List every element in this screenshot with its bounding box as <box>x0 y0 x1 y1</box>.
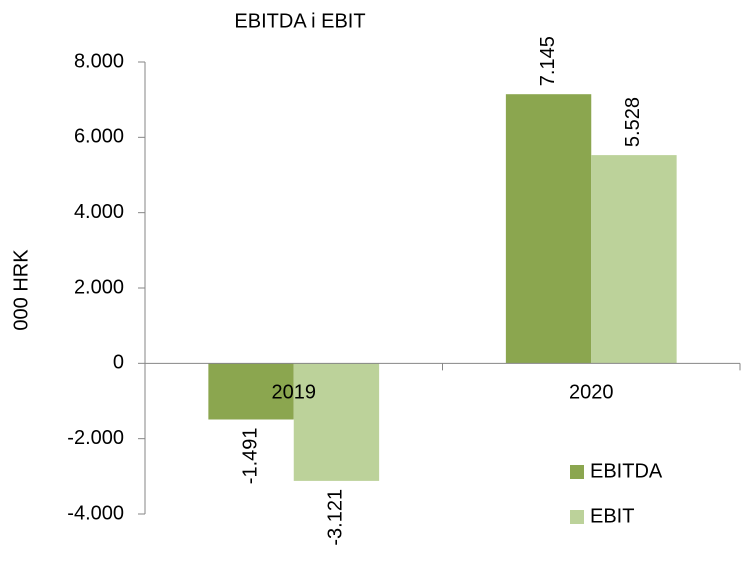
value-label: -1.491 <box>239 427 261 484</box>
y-axis-label: 000 HRK <box>10 249 32 331</box>
legend-label: EBIT <box>590 505 634 527</box>
bar <box>208 363 294 420</box>
value-label: 5.528 <box>622 97 644 147</box>
legend-swatch <box>570 510 584 524</box>
x-tick-label: 2020 <box>569 382 614 404</box>
y-tick-label: 0 <box>113 352 124 374</box>
y-tick-label: 8.000 <box>74 50 124 72</box>
legend-swatch <box>570 465 584 479</box>
y-tick-label: 4.000 <box>74 201 124 223</box>
value-label: 7.145 <box>537 36 559 86</box>
bar <box>293 363 380 481</box>
y-tick-label: -2.000 <box>67 427 124 449</box>
bar <box>591 155 677 364</box>
y-tick-label: 2.000 <box>74 276 124 298</box>
y-tick-label: 6.000 <box>74 126 124 148</box>
value-label: -3.121 <box>325 489 347 546</box>
chart-title: EBITDA i EBIT <box>234 10 365 32</box>
legend-label: EBITDA <box>590 460 663 482</box>
x-tick-label: 2019 <box>272 382 317 404</box>
bar <box>505 94 592 364</box>
y-tick-label: -4.000 <box>67 502 124 524</box>
